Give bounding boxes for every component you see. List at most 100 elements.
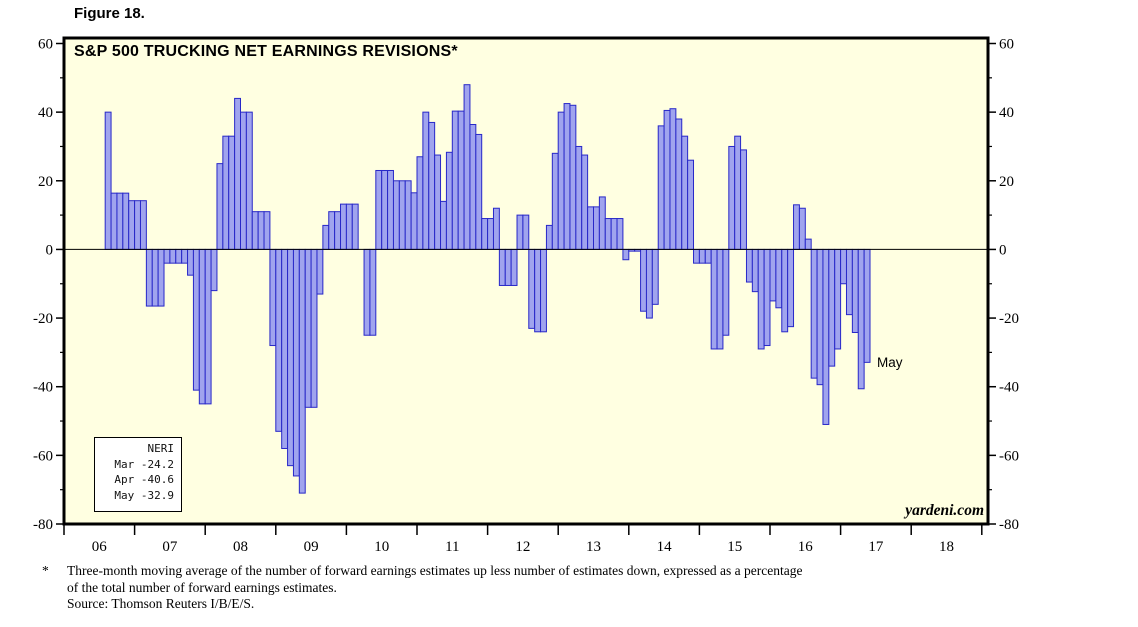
bar: [610, 218, 618, 250]
bar: [345, 203, 353, 250]
bar: [410, 192, 418, 250]
bar: [139, 200, 147, 250]
chart-title: S&P 500 TRUCKING NET EARNINGS REVISIONS*: [74, 43, 458, 60]
bar: [522, 214, 530, 250]
bar: [257, 211, 265, 250]
bar: [240, 111, 247, 250]
bar: [781, 248, 789, 333]
x-axis-year-label: 10: [374, 539, 389, 555]
bar: [310, 248, 318, 408]
watermark: yardeni.com: [905, 502, 984, 519]
bar: [298, 248, 306, 494]
bar: [475, 133, 483, 250]
bar: [169, 248, 177, 264]
bar: [157, 248, 165, 307]
y-axis-label: 0: [999, 242, 1007, 258]
bar: [516, 214, 524, 250]
bar: [322, 224, 330, 250]
bar: [734, 135, 742, 250]
x-axis-year-label: 18: [939, 539, 954, 555]
bar: [281, 248, 289, 449]
bar: [851, 248, 859, 333]
bar: [569, 104, 577, 250]
bar: [216, 163, 224, 250]
x-axis-year-label: 12: [515, 539, 530, 555]
bar: [693, 248, 700, 264]
bar: [210, 248, 218, 292]
bar: [793, 204, 800, 250]
plot-border: [62, 36, 990, 526]
bar: [134, 200, 141, 250]
bar: [787, 248, 795, 328]
bar: [116, 192, 124, 250]
x-axis-year-label: 17: [868, 539, 884, 555]
bar: [404, 180, 412, 250]
bar: [269, 248, 277, 347]
bar: [263, 211, 271, 250]
bar: [369, 248, 377, 336]
bar: [681, 135, 689, 250]
bar: [540, 248, 547, 333]
y-axis-label: -80: [33, 517, 53, 533]
bar: [363, 248, 371, 336]
x-axis-year-label: 08: [233, 539, 248, 555]
bar: [828, 248, 836, 367]
bar: [545, 224, 553, 250]
legend-row: Mar -24.2: [114, 457, 174, 471]
bar: [228, 135, 236, 250]
y-axis-label: -20: [999, 311, 1019, 327]
bar: [581, 154, 589, 250]
last-point-label: May: [877, 355, 903, 370]
x-axis-year-label: 15: [727, 539, 742, 555]
bar: [745, 248, 753, 283]
bar: [504, 248, 512, 286]
bar: [728, 145, 736, 250]
legend-header: NERI: [147, 442, 175, 455]
y-axis-label: 40: [38, 105, 53, 121]
bar: [175, 248, 183, 264]
bar: [463, 84, 471, 250]
bar: [104, 111, 112, 250]
x-axis-year-label: 14: [657, 539, 673, 555]
y-axis-label: -80: [999, 517, 1019, 533]
bar: [422, 111, 430, 250]
bar: [698, 248, 706, 264]
bar: [616, 218, 624, 250]
x-axis-year-label: 07: [162, 539, 178, 555]
bar: [128, 200, 136, 250]
bar: [251, 211, 259, 250]
y-axis-label: 60: [999, 37, 1014, 53]
bar: [657, 125, 665, 250]
x-axis-year-label: 06: [92, 539, 108, 555]
bar: [651, 248, 659, 305]
bar: [204, 248, 212, 405]
bar: [863, 248, 871, 363]
bar: [822, 248, 830, 425]
y-axis-label: -60: [33, 448, 53, 464]
x-axis-year-label: 16: [798, 539, 814, 555]
bar: [457, 110, 465, 250]
bar: [640, 248, 647, 312]
bar: [763, 248, 771, 347]
bar: [328, 211, 336, 250]
bar: [234, 97, 241, 250]
bar: [563, 103, 571, 250]
bar: [110, 192, 118, 250]
y-axis-label: 20: [999, 174, 1014, 190]
bar: [575, 145, 583, 250]
bar: [451, 110, 459, 250]
bar: [816, 248, 824, 386]
y-axis-label: -40: [999, 380, 1019, 396]
bar: [198, 248, 206, 405]
bar: [722, 248, 730, 336]
bar: [416, 156, 424, 250]
y-axis-label: 40: [999, 105, 1014, 121]
bar: [192, 248, 200, 391]
bar: [845, 248, 853, 316]
bar: [334, 211, 342, 250]
bar: [428, 121, 436, 250]
bar: [757, 248, 765, 350]
bar: [740, 149, 747, 250]
footnote-source: Source: Thomson Reuters I/B/E/S.: [67, 596, 255, 611]
